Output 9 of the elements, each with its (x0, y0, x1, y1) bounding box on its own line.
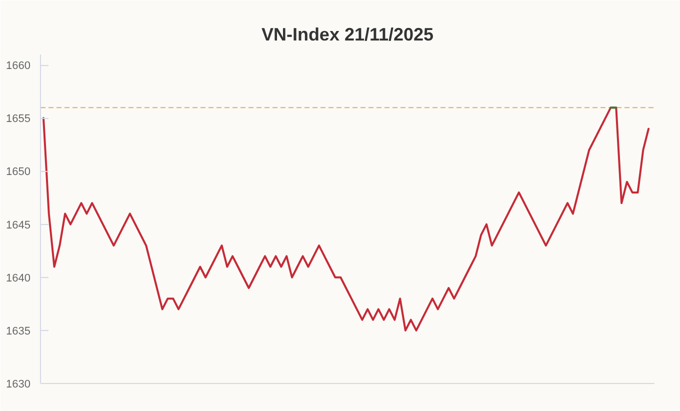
y-tick-label: 1635 (6, 325, 31, 338)
y-tick-label: 1655 (6, 113, 31, 126)
y-tick-label: 1640 (6, 272, 31, 284)
y-tick-label: 1630 (6, 378, 31, 390)
chart-title: VN-Index 21/11/2025 (261, 24, 434, 44)
line-series (42, 106, 650, 332)
y-tick-label: 1645 (6, 219, 31, 232)
y-tick-label: 1660 (6, 60, 31, 72)
y-tick-label: 1650 (6, 166, 31, 178)
